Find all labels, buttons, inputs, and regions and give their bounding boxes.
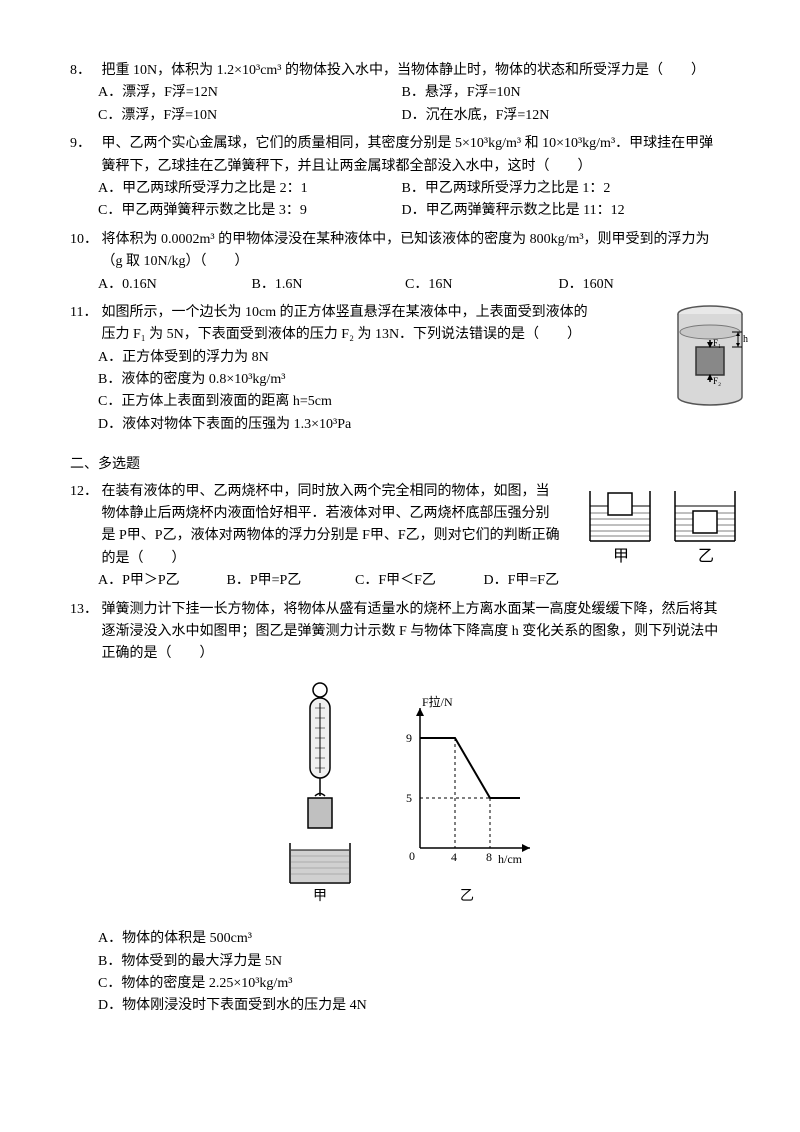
q11-option-d-row: D．液体对物体下表面的压强为 1.3×10³Pa [70, 414, 730, 436]
q13-fig-ylabel: F拉/N [422, 694, 453, 709]
q8-options-row1: A．漂浮，F浮=12N B．悬浮，F浮=10N [70, 82, 730, 104]
q11-option-c-row: C．正方体上表面到液面的距离 h=5cm [70, 391, 730, 413]
q13-fig-x4: 4 [451, 850, 457, 864]
q11-number: 11． [70, 302, 98, 324]
q8-option-c: C．漂浮，F浮=10N [98, 105, 398, 127]
q10-option-d: D．160N [559, 274, 709, 296]
q13-figure: 甲 F拉/N h/cm 9 5 0 4 8 [70, 678, 730, 916]
q9-options-row1: A．甲乙两球所受浮力之比是 2：1 B．甲乙两球所受浮力之比是 1：2 [70, 178, 730, 200]
q9-number: 9． [70, 133, 98, 155]
q13-text: 弹簧测力计下挂一长方物体，将物体从盛有适量水的烧杯上方离水面某一高度处缓缓下降，… [102, 599, 722, 666]
q11-option-c: C．正方体上表面到液面的距离 h=5cm [98, 394, 332, 409]
q9-options-row2: C．甲乙两弹簧秤示数之比是 3：9 D．甲乙两弹簧秤示数之比是 11：12 [70, 200, 730, 222]
q11-fig-f2: F₂ [713, 376, 721, 386]
q13-option-b-row: B．物体受到的最大浮力是 5N [70, 951, 730, 973]
question-11: 11． 如图所示，一个边长为 10cm 的正方体竖直悬浮在某液体中，上表面受到液… [70, 302, 730, 436]
q13-option-c: C．物体的密度是 2.25×10³kg/m³ [98, 976, 292, 991]
q11-option-d: D．液体对物体下表面的压强为 1.3×10³Pa [98, 417, 351, 432]
q13-number: 13． [70, 599, 98, 621]
section-2-header: 二、多选题 [70, 454, 730, 476]
q10-option-b: B．1.6N [252, 274, 402, 296]
question-8: 8． 把重 10N，体积为 1.2×10³cm³ 的物体投入水中，当物体静止时，… [70, 60, 730, 127]
q8-options-row2: C．漂浮，F浮=10N D．沉在水底，F浮=12N [70, 105, 730, 127]
question-13: 13． 弹簧测力计下挂一长方物体，将物体从盛有适量水的烧杯上方离水面某一高度处缓… [70, 599, 730, 1018]
q8-number: 8． [70, 60, 98, 82]
q10-number: 10． [70, 229, 98, 251]
q9-option-d: D．甲乙两弹簧秤示数之比是 11：12 [402, 200, 702, 222]
q13-option-d: D．物体刚浸没时下表面受到水的压力是 4N [98, 998, 367, 1013]
q11-fig-h: h [743, 334, 748, 345]
q12-figure: 甲 乙 [580, 481, 750, 589]
q13-option-d-row: D．物体刚浸没时下表面受到水的压力是 4N [70, 995, 730, 1017]
question-10: 10． 将体积为 0.0002m³ 的甲物体浸没在某种液体中，已知该液体的密度为… [70, 229, 730, 296]
q12-number: 12． [70, 481, 98, 503]
q13-option-a: A．物体的体积是 500cm³ [98, 931, 252, 946]
q13-option-a-row: A．物体的体积是 500cm³ [70, 928, 730, 950]
q11-text: 如图所示，一个边长为 10cm 的正方体竖直悬浮在某液体中，上表面受到液体的压力… [102, 302, 602, 347]
q8-option-b: B．悬浮，F浮=10N [402, 82, 702, 104]
q10-option-a: A．0.16N [98, 274, 248, 296]
q10-option-c: C．16N [405, 274, 555, 296]
q12-text: 在装有液体的甲、乙两烧杯中，同时放入两个完全相同的物体，如图，当物体静止后两烧杯… [102, 481, 562, 571]
q11-option-a: A．正方体受到的浮力为 8N [98, 350, 269, 365]
q11-option-b-row: B．液体的密度为 0.8×10³kg/m³ [70, 369, 730, 391]
q12-fig-yi: 乙 [698, 548, 714, 565]
q10-text: 将体积为 0.0002m³ 的甲物体浸没在某种液体中，已知该液体的密度为 800… [102, 229, 722, 274]
q11-figure: h F₁ F₂ [670, 302, 750, 420]
q9-text: 甲、乙两个实心金属球，它们的质量相同，其密度分别是 5×10³kg/m³ 和 1… [102, 133, 722, 178]
q13-fig-jia: 甲 [313, 889, 327, 904]
q13-option-c-row: C．物体的密度是 2.25×10³kg/m³ [70, 973, 730, 995]
q12-fig-jia: 甲 [613, 548, 629, 565]
q9-option-c: C．甲乙两弹簧秤示数之比是 3：9 [98, 200, 398, 222]
q13-fig-yi: 乙 [460, 888, 474, 904]
question-12: 12． 在装有液体的甲、乙两烧杯中，同时放入两个完全相同的物体，如图，当物体静止… [70, 481, 730, 593]
q13-fig-y9: 9 [406, 731, 412, 745]
q11-fig-f1: F₁ [713, 338, 721, 348]
question-9: 9． 甲、乙两个实心金属球，它们的质量相同，其密度分别是 5×10³kg/m³ … [70, 133, 730, 223]
q11-option-b: B．液体的密度为 0.8×10³kg/m³ [98, 372, 285, 387]
q8-text: 把重 10N，体积为 1.2×10³cm³ 的物体投入水中，当物体静止时，物体的… [102, 60, 722, 82]
q9-option-b: B．甲乙两球所受浮力之比是 1：2 [402, 178, 702, 200]
q8-option-a: A．漂浮，F浮=12N [98, 82, 398, 104]
q13-fig-origin: 0 [409, 849, 415, 863]
q12-option-c: C．F甲＜F乙 [355, 570, 480, 592]
q13-fig-xlabel: h/cm [498, 852, 523, 866]
q13-option-b: B．物体受到的最大浮力是 5N [98, 954, 282, 969]
q9-option-a: A．甲乙两球所受浮力之比是 2：1 [98, 178, 398, 200]
q11-option-a-row: A．正方体受到的浮力为 8N [70, 347, 730, 369]
q10-options: A．0.16N B．1.6N C．16N D．160N [70, 274, 730, 296]
q8-option-d: D．沉在水底，F浮=12N [402, 105, 702, 127]
q13-fig-y5: 5 [406, 791, 412, 805]
q13-fig-x8: 8 [486, 850, 492, 864]
q12-option-b: B．P甲=P乙 [227, 570, 352, 592]
q12-option-a: A．P甲＞P乙 [98, 570, 223, 592]
